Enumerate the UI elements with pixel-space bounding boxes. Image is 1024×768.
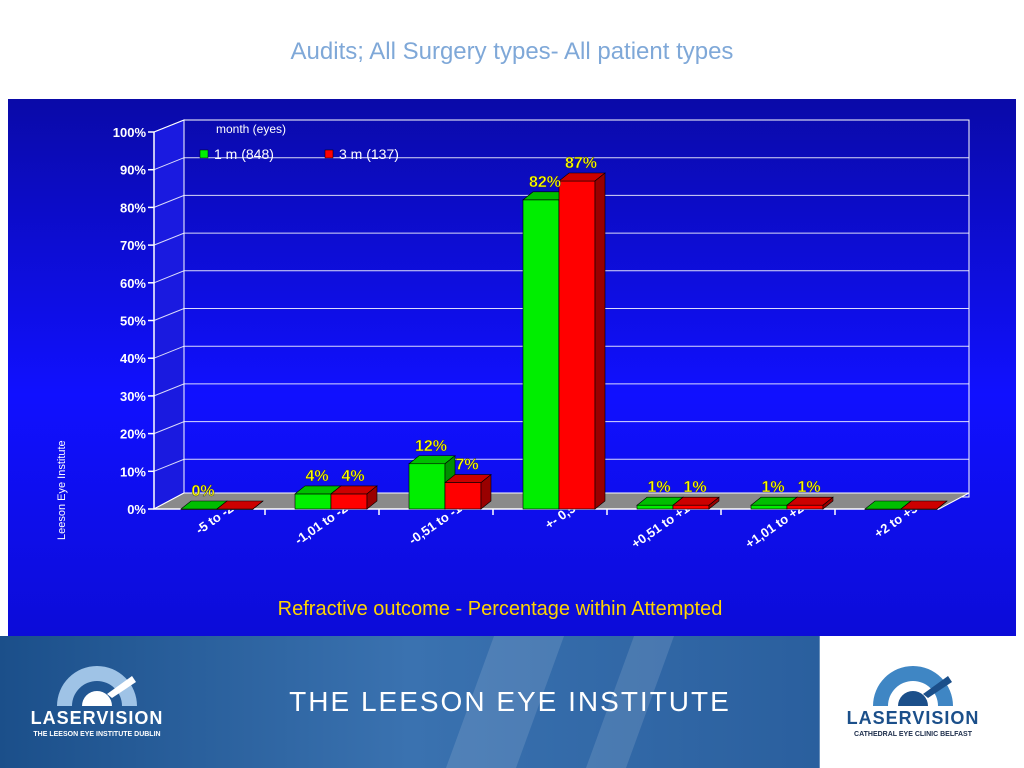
eye-logo-icon: [57, 666, 137, 706]
data-label: 0%: [191, 483, 214, 500]
bar-side: [708, 496, 720, 510]
bar-side: [822, 496, 834, 510]
data-label: 1%: [761, 479, 784, 496]
bar-front: [558, 180, 596, 510]
data-label: 1%: [797, 479, 820, 496]
legend-swatch: [324, 149, 334, 159]
legend-title: month (eyes): [216, 122, 286, 136]
y-tick-label: 80%: [120, 200, 146, 215]
side-label: Leeson Eye Institute: [56, 440, 68, 540]
legend-swatch: [199, 149, 209, 159]
bar-side: [252, 500, 264, 510]
y-tick-label: 70%: [120, 238, 146, 253]
gridline: [153, 232, 969, 246]
data-label: 1%: [647, 479, 670, 496]
gridline: [153, 194, 969, 208]
bar-front: [294, 493, 332, 510]
bar-front: [444, 482, 482, 510]
bar-chart: 0%10%20%30%40%50%60%70%80%90%100%-5 to -…: [56, 119, 970, 620]
laservision-logo-dublin: LASERVISION THE LEESON EYE INSTITUTE DUB…: [22, 664, 172, 738]
bar-front: [786, 504, 824, 510]
bar-side: [594, 172, 606, 510]
data-label: 4%: [305, 468, 328, 485]
bar-front: [408, 463, 446, 510]
gridline: [153, 270, 969, 284]
footer-banner: LASERVISION THE LEESON EYE INSTITUTE DUB…: [0, 636, 1024, 768]
data-label: 4%: [341, 468, 364, 485]
laservision-logo-belfast: LASERVISION CATHEDRAL EYE CLINIC BELFAST: [838, 664, 988, 738]
data-label: 7%: [455, 457, 478, 474]
bar-side: [480, 473, 492, 510]
gridline: [153, 345, 969, 359]
gridline: [153, 458, 969, 472]
slide-title: Audits; All Surgery types- All patient t…: [290, 38, 734, 65]
data-label: 82%: [529, 174, 561, 191]
y-tick-label: 50%: [120, 314, 146, 329]
chart-panel: 0% 10% 20% 30% 40% 50% 60% 70% 80% 90% 100% -5 to -…: [8, 99, 1016, 636]
bar-front: [636, 504, 674, 510]
chart-legend: month (eyes) 1 m (848) 3 m (137): [199, 122, 399, 162]
data-label: 12%: [415, 438, 447, 455]
chart-bars: [180, 172, 948, 510]
footer-title: THE LEESON EYE INSTITUTE: [289, 686, 731, 717]
bar-front: [522, 199, 560, 510]
logo-subtitle: CATHEDRAL EYE CLINIC BELFAST: [854, 731, 972, 738]
y-tick-label: 0%: [127, 502, 146, 517]
data-label: 1%: [683, 479, 706, 496]
chart-data-labels: 0% 4% 4% 12% 7% 82%87% 1% 1% 1% 1%: [191, 155, 821, 500]
bar-side: [936, 500, 948, 510]
gridline: [153, 383, 969, 397]
y-tick-label: 60%: [120, 276, 146, 291]
gridline: [153, 157, 969, 171]
legend-entry: 1 m (848): [214, 146, 274, 162]
gridline: [153, 421, 969, 435]
logo-brand: LASERVISION: [846, 708, 980, 728]
gridline: [153, 119, 969, 133]
bar-front: [672, 504, 710, 510]
y-tick-label: 40%: [120, 351, 146, 366]
y-tick-label: 100%: [113, 125, 147, 140]
y-tick-label: 90%: [120, 163, 146, 178]
bar-front: [330, 493, 368, 510]
y-tick-label: 20%: [120, 427, 146, 442]
eye-logo-icon: [873, 666, 953, 706]
logo-brand: LASERVISION: [30, 708, 164, 728]
legend-entry: 3 m (137): [339, 146, 399, 162]
gridline: [153, 308, 969, 321]
x-axis-label: Refractive outcome - Percentage within A…: [278, 598, 723, 620]
logo-subtitle: THE LEESON EYE INSTITUTE DUBLIN: [33, 731, 161, 738]
y-tick-label: 30%: [120, 389, 146, 404]
bar-side: [366, 485, 378, 510]
y-tick-label: 10%: [120, 464, 146, 479]
data-label: 87%: [565, 155, 597, 172]
bar-front: [750, 504, 788, 510]
